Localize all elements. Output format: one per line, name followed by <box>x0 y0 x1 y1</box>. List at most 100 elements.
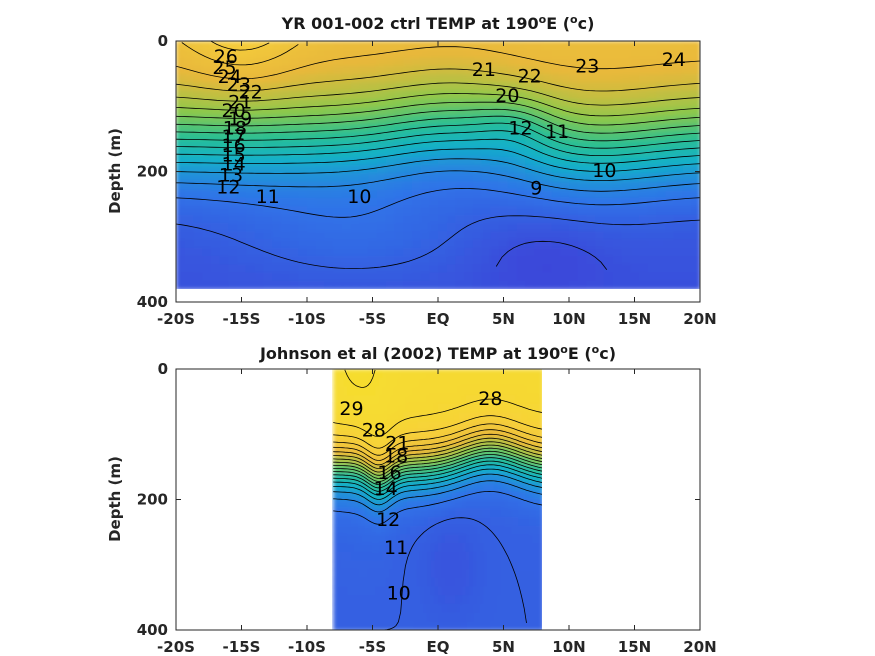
contour-lines-bottom <box>333 369 542 630</box>
contour-line <box>176 122 700 149</box>
x-tick-label: EQ <box>427 310 450 328</box>
contour-label: 26 <box>214 46 238 68</box>
contour-line <box>176 130 700 157</box>
contour-line <box>333 464 542 496</box>
contour-line <box>333 437 542 470</box>
contour-label: 21 <box>385 433 409 455</box>
x-tick-label: -5S <box>359 638 386 656</box>
contour-line <box>333 454 542 486</box>
contour-line <box>210 41 270 51</box>
contour-label: 22 <box>239 82 263 104</box>
contour-label: 20 <box>495 85 519 107</box>
x-tick-label: 15N <box>618 638 651 656</box>
contour-label: 15 <box>222 144 246 166</box>
contour-label: 13 <box>219 165 243 187</box>
contour-label: 21 <box>228 92 252 114</box>
y-tick-label: 200 <box>137 491 168 509</box>
contour-label: 14 <box>374 478 398 500</box>
contour-line <box>333 473 542 506</box>
contour-line <box>384 517 527 630</box>
contour-label: 12 <box>376 509 400 531</box>
contour-line <box>181 42 299 66</box>
contour-label: 28 <box>478 388 502 410</box>
x-tick-label: -10S <box>288 638 326 656</box>
contour-label: 10 <box>347 186 371 208</box>
panel-top-title: YR 001-002 ctrl TEMP at 190oE (oc) <box>281 13 595 33</box>
contour-label: 18 <box>223 118 247 140</box>
y-tick-label: 0 <box>158 360 168 378</box>
x-tick-label: 20N <box>683 638 716 656</box>
contour-label: 20 <box>222 100 246 122</box>
y-axis-bottom: 0 200 400 <box>137 360 700 639</box>
contour-line <box>176 68 700 92</box>
contour-label: 11 <box>256 186 280 208</box>
contour-label: 24 <box>662 49 686 71</box>
contour-label: 19 <box>228 108 252 130</box>
contour-label: 18 <box>384 446 408 468</box>
x-tick-label: 5N <box>492 310 515 328</box>
temperature-field-bottom <box>333 369 542 630</box>
y-axis-label-top: Depth (m) <box>106 128 124 214</box>
contour-label: 10 <box>592 160 616 182</box>
x-axis-bottom: -20S -15S -10S -5S EQ 5N 10N 15N 20N <box>157 369 717 656</box>
contour-lines-top <box>176 41 700 271</box>
contour-line <box>333 490 542 525</box>
contour-line <box>333 433 542 466</box>
x-tick-label: -15S <box>223 638 261 656</box>
contour-label: 16 <box>377 462 401 484</box>
contour-line <box>344 369 376 388</box>
x-tick-label: -5S <box>359 310 386 328</box>
contour-line <box>333 460 542 492</box>
y-tick-label: 200 <box>137 163 168 181</box>
contour-line <box>333 457 542 489</box>
contour-label: 12 <box>216 176 240 198</box>
contour-label: 17 <box>222 126 246 148</box>
y-axis-label-bottom: Depth (m) <box>106 456 124 542</box>
x-tick-label: -15S <box>223 310 261 328</box>
contour-label: 23 <box>227 74 251 96</box>
x-tick-label: 10N <box>552 638 585 656</box>
contour-label: 11 <box>384 537 408 559</box>
contour-label: 16 <box>222 135 246 157</box>
y-axis-top: 0 200 400 <box>137 32 700 311</box>
temperature-field-top <box>176 41 700 289</box>
x-tick-label: 10N <box>552 310 585 328</box>
x-tick-label: 20N <box>683 310 716 328</box>
x-tick-label: -20S <box>157 310 195 328</box>
contour-label: 9 <box>530 178 542 200</box>
x-tick-label: 15N <box>618 310 651 328</box>
panel-bottom: Johnson et al (2002) TEMP at 190oE (oc) … <box>106 343 717 656</box>
contour-label: 11 <box>545 121 569 143</box>
x-axis-top: -20S -15S -10S -5S EQ 5N 10N 15N 20N <box>157 41 717 328</box>
x-tick-label: EQ <box>427 638 450 656</box>
contour-label: 29 <box>339 398 363 420</box>
contour-label: 25 <box>212 57 236 79</box>
panel-bottom-title: Johnson et al (2002) TEMP at 190oE (oc) <box>259 343 616 363</box>
contour-line <box>176 187 700 218</box>
contour-line <box>333 450 542 482</box>
contour-label: 12 <box>508 118 532 140</box>
y-tick-label: 400 <box>137 293 168 311</box>
contour-line <box>176 115 700 142</box>
contour-label: 28 <box>362 420 386 442</box>
contour-line <box>333 468 542 500</box>
x-tick-label: 5N <box>492 638 515 656</box>
contour-line <box>176 101 700 126</box>
contour-line <box>495 240 608 271</box>
contour-line <box>333 398 542 437</box>
contour-line <box>333 429 542 461</box>
y-tick-label: 400 <box>137 621 168 639</box>
contour-line <box>333 447 542 479</box>
contour-line <box>333 441 542 473</box>
contour-label: 23 <box>575 56 599 78</box>
contour-line <box>176 93 700 117</box>
x-tick-label: -20S <box>157 638 195 656</box>
contour-label: 21 <box>472 59 496 81</box>
contour-line <box>176 215 700 269</box>
contour-label: 24 <box>218 66 242 88</box>
contour-label: 22 <box>518 65 542 87</box>
contour-line <box>176 46 700 80</box>
